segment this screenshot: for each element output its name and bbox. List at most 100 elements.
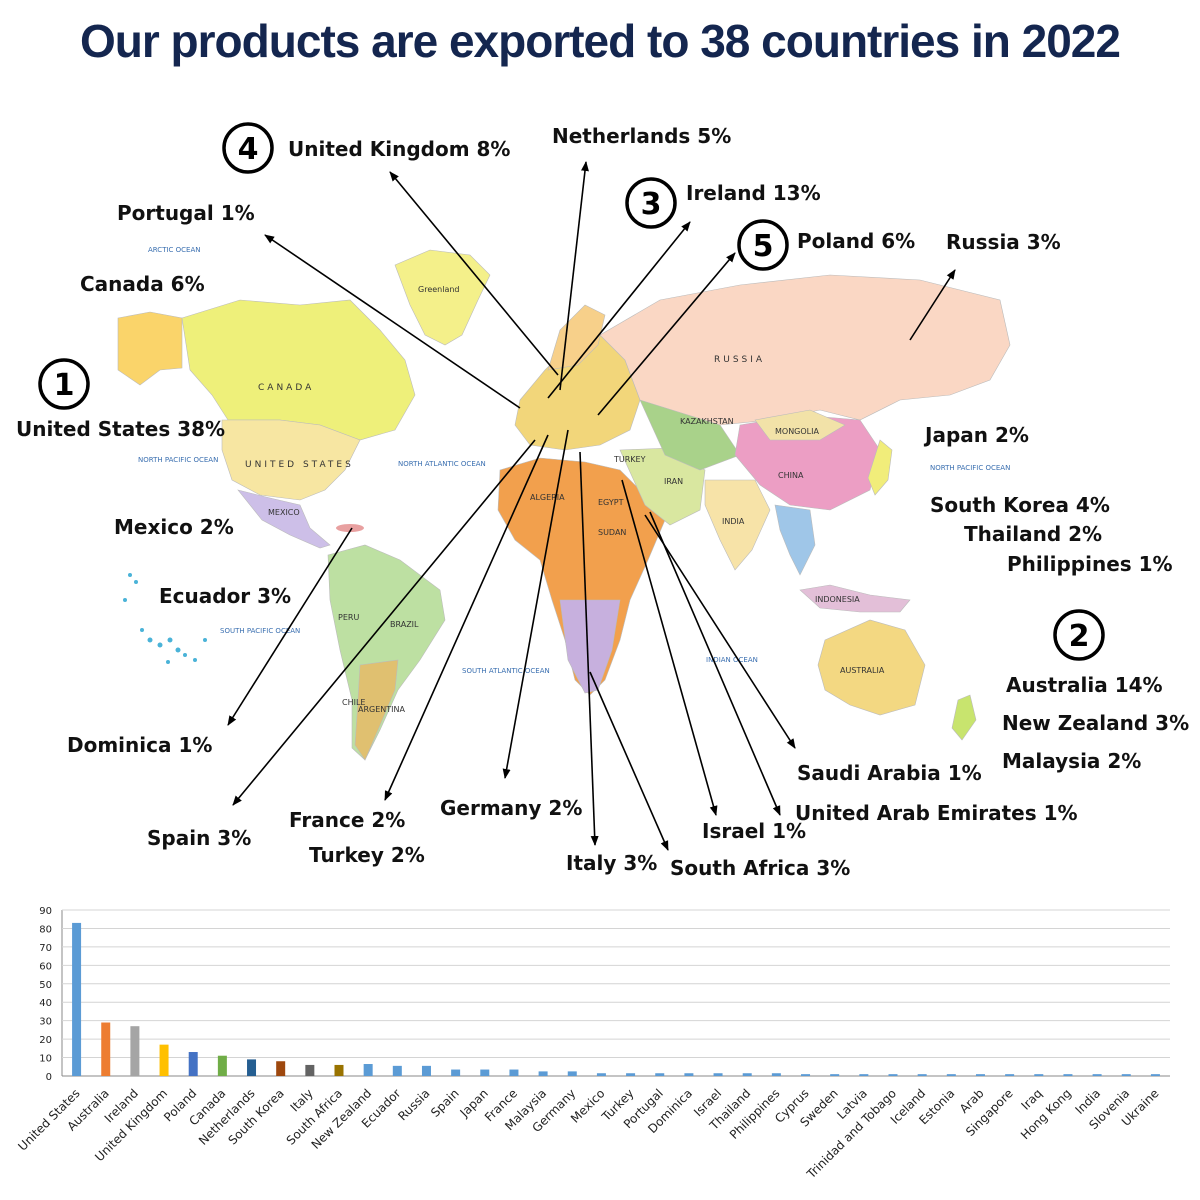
map-country-kazakhstan: KAZAKHSTAN	[680, 417, 734, 426]
label-malaysia: Malaysia 2%	[1002, 749, 1141, 773]
map-country-russia: RUSSIA	[714, 355, 765, 365]
chart-bar	[1063, 1074, 1073, 1076]
map-country-canada: CANADA	[258, 383, 314, 393]
chart-bar	[130, 1026, 140, 1076]
rank-number-1: 1	[54, 368, 75, 403]
mongolia-shape	[754, 409, 846, 441]
india-shape	[704, 479, 771, 571]
arrows	[227, 161, 956, 851]
label-new-zealand: New Zealand 3%	[1002, 711, 1189, 735]
chart-bar	[363, 1064, 373, 1076]
label-saudi-arabia: Saudi Arabia 1%	[797, 761, 982, 785]
chart-bar	[159, 1044, 169, 1076]
label-spain: Spain 3%	[147, 826, 251, 850]
map-country-greenland: Greenland	[418, 285, 460, 294]
chart-y-ticks: 0 10 20 30 40 50 60 70 80 90	[39, 906, 52, 1083]
arrow-spain	[232, 439, 536, 806]
indonesia-shape	[799, 584, 911, 613]
world-map: ARCTIC OCEAN NORTH PACIFIC OCEAN NORTH A…	[16, 122, 1189, 880]
caribbean-shape	[336, 524, 364, 532]
mexico-shape	[237, 489, 331, 549]
chart-bar	[421, 1065, 431, 1076]
arrow-saudi-arabia	[644, 514, 796, 749]
rank-circle-5: 5	[737, 219, 789, 271]
chart-y-tick-label: 60	[39, 961, 52, 972]
chart-y-tick-label: 30	[39, 1017, 52, 1028]
label-dominica: Dominica 1%	[67, 733, 212, 757]
map-country-australia: AUSTRALIA	[840, 666, 885, 675]
map-country-sudan: SUDAN	[598, 528, 626, 537]
map-country-mongolia: MONGOLIA	[775, 427, 819, 436]
label-israel: Israel 1%	[702, 819, 806, 843]
arrow-france	[384, 434, 549, 801]
ocean-label-north-atlantic: NORTH ATLANTIC OCEAN	[398, 460, 486, 468]
greenland-shape	[394, 249, 491, 346]
label-ireland: Ireland 13%	[686, 181, 821, 205]
page-title: Our products are exported to 38 countrie…	[80, 15, 1121, 67]
chart-y-tick-label: 10	[39, 1054, 52, 1065]
chart-bar	[509, 1069, 519, 1076]
chart-y-tick-label: 80	[39, 924, 52, 935]
chart-y-tick-label: 20	[39, 1035, 52, 1046]
chart-y-tick-label: 70	[39, 943, 52, 954]
label-australia: Australia 14%	[1006, 673, 1163, 697]
ocean-label-indian: INDIAN OCEAN	[706, 656, 758, 664]
alaska-shape	[117, 311, 183, 386]
chart-bar	[975, 1074, 985, 1076]
label-poland: Poland 6%	[797, 229, 915, 253]
label-philippines: Philippines 1%	[1007, 552, 1173, 576]
arrow-portugal	[264, 234, 521, 409]
usa-shape	[221, 419, 361, 501]
chart-grid	[61, 909, 1170, 1077]
chart-bars	[72, 922, 1160, 1076]
map-country-brazil: BRAZIL	[390, 620, 419, 629]
chart-bar	[480, 1069, 490, 1076]
label-mexico: Mexico 2%	[114, 515, 234, 539]
label-italy: Italy 3%	[566, 851, 657, 875]
chart-y-tick-label: 0	[46, 1072, 52, 1083]
map-country-peru: PERU	[338, 613, 359, 622]
map-country-argentina: ARGENTINA	[358, 705, 406, 714]
chart-bar	[1005, 1074, 1015, 1076]
label-south-korea: South Korea 4%	[930, 493, 1110, 517]
rank-number-4: 4	[238, 132, 259, 167]
label-japan: Japan 2%	[923, 423, 1029, 447]
chart-y-tick-label: 50	[39, 980, 52, 991]
map-country-china: CHINA	[778, 471, 804, 480]
map-country-india: INDIA	[722, 517, 745, 526]
chart-bar	[626, 1073, 636, 1076]
chart-bar	[567, 1071, 577, 1076]
map-country-indonesia: INDONESIA	[815, 595, 860, 604]
rank-number-2: 2	[1069, 619, 1090, 654]
rank-number-5: 5	[753, 229, 774, 264]
arrow-south-africa	[589, 671, 669, 851]
ocean-label-arctic: ARCTIC OCEAN	[148, 246, 201, 254]
chart-bar	[72, 922, 82, 1076]
label-uae: United Arab Emirates 1%	[795, 801, 1078, 825]
chart-bar	[334, 1064, 344, 1076]
central-asia-shape	[639, 399, 741, 471]
rank-number-3: 3	[641, 187, 662, 222]
ocean-label-north-pacific-east: NORTH PACIFIC OCEAN	[930, 464, 1010, 472]
arrow-ireland	[547, 221, 691, 399]
rank-circle-3: 3	[625, 177, 677, 229]
chart-bar	[1092, 1074, 1102, 1076]
chart-category-label: Spain	[428, 1086, 462, 1120]
arrow-united-kingdom	[389, 171, 559, 376]
ocean-label-north-pacific: NORTH PACIFIC OCEAN	[138, 456, 218, 464]
arrow-italy	[579, 451, 599, 846]
label-thailand: Thailand 2%	[964, 522, 1102, 546]
chart-bar	[655, 1073, 665, 1076]
chart-y-tick-label: 90	[39, 906, 52, 917]
arrow-dominica	[227, 527, 353, 726]
chart-bar	[101, 1022, 111, 1076]
chart-bar	[596, 1073, 606, 1076]
chart-bar	[188, 1052, 198, 1076]
chart-bar	[217, 1055, 227, 1076]
map-country-usa: UNITED STATES	[245, 460, 354, 470]
chart-bar	[713, 1073, 723, 1076]
new-zealand-shape	[951, 694, 977, 741]
chart-bar	[771, 1073, 781, 1076]
arrow-israel	[621, 479, 718, 816]
